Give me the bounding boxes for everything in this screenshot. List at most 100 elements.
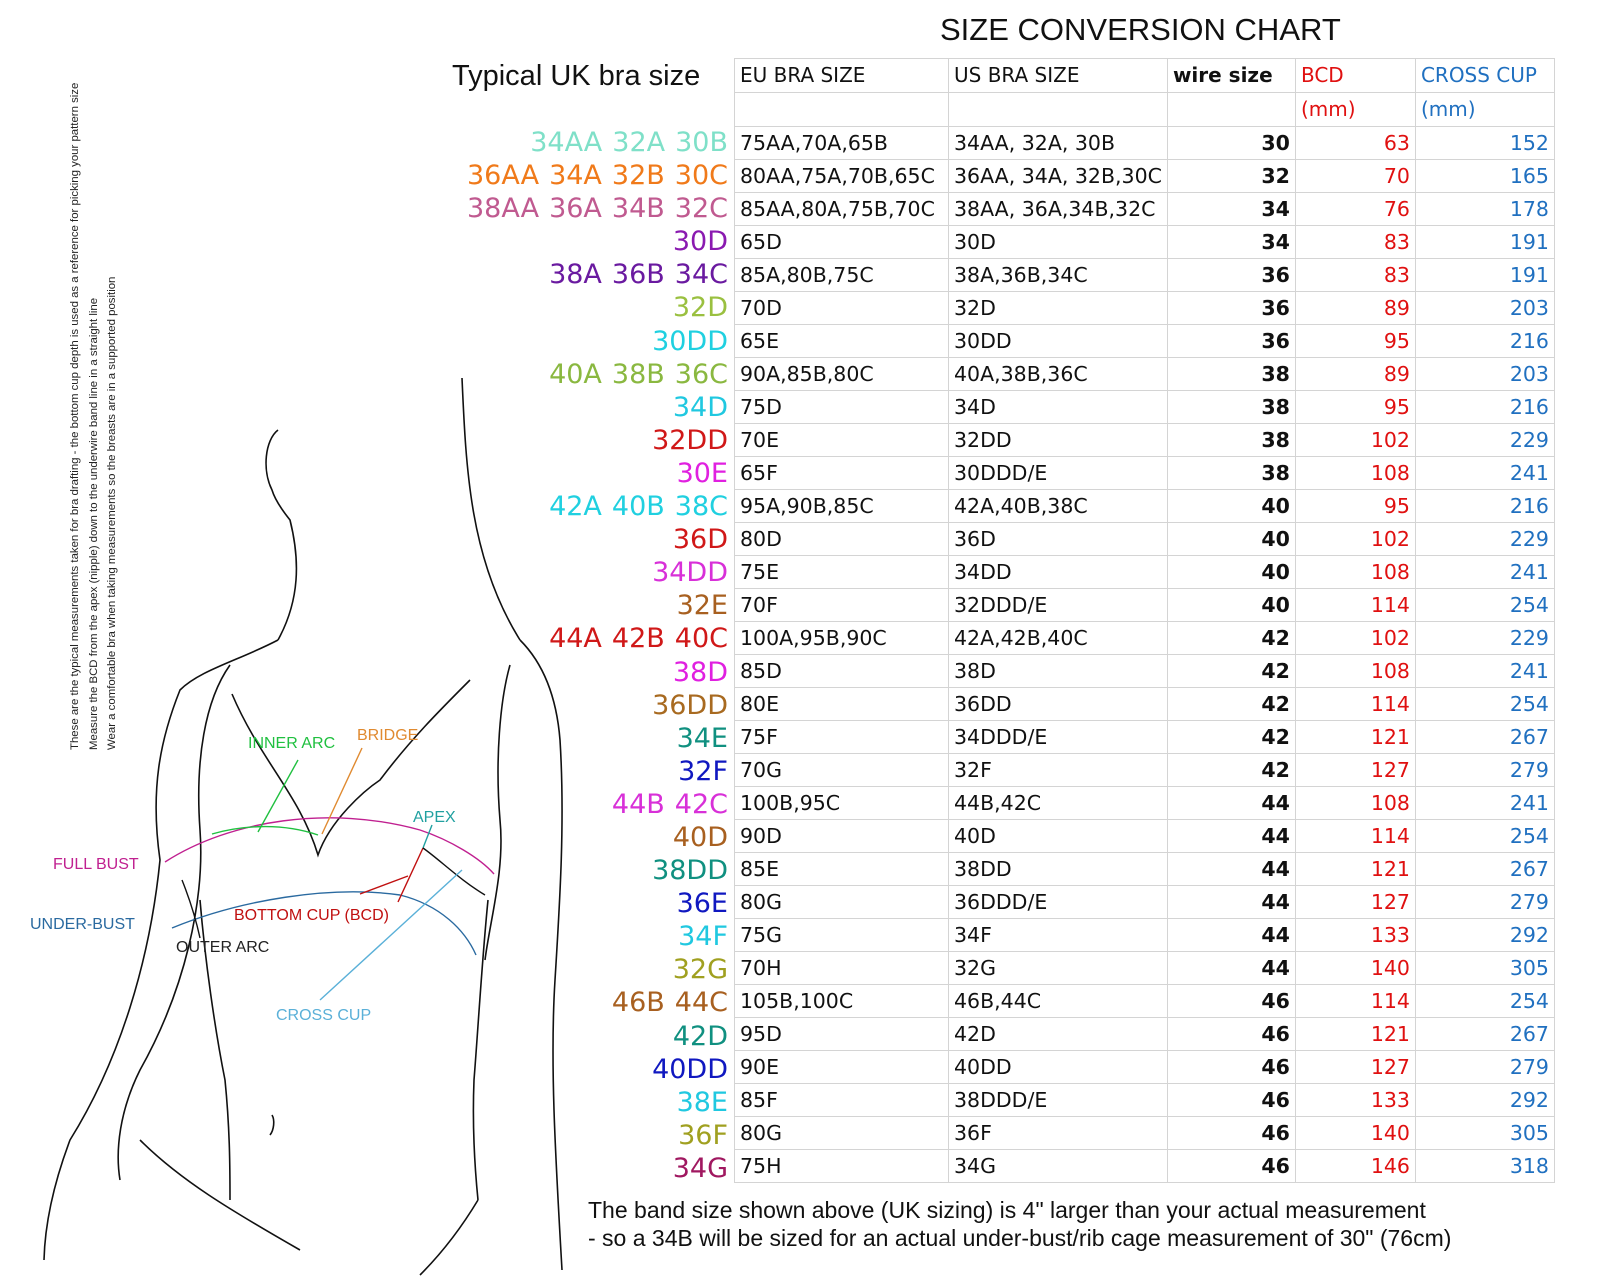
table-row: 65D 30D 34 83 191 (734, 225, 1555, 259)
uk-size-label: 40A (549, 358, 602, 390)
cross-cup-cell: 292 (1414, 918, 1555, 952)
table-row: 105B,100C 46B,44C 46 114 254 (734, 984, 1555, 1018)
table-row: 80G 36DDD/E 44 127 279 (734, 885, 1555, 919)
cross-cup-cell: 254 (1414, 819, 1555, 853)
outer-arc-line (422, 847, 486, 896)
cross-cup-cell: 216 (1414, 489, 1555, 523)
bottom-cup-pointer (359, 875, 409, 895)
wire-header: wire size (1166, 58, 1296, 93)
bcd-cell: 95 (1294, 489, 1416, 523)
us-size-cell: 38A,36B,34C (948, 258, 1168, 292)
page-title: SIZE CONVERSION CHART (940, 12, 1341, 47)
table-unit-row: (mm) (mm) (734, 92, 1555, 127)
uk-size-row: 34D (440, 391, 728, 424)
wire-size-cell: 38 (1166, 456, 1296, 490)
cross-cup-cell: 254 (1414, 687, 1555, 721)
bcd-cell: 114 (1294, 819, 1416, 853)
left-shoulder-outline (43, 639, 279, 1261)
bcd-cell: 102 (1294, 522, 1416, 556)
wire-size-cell: 34 (1166, 225, 1296, 259)
uk-size-label: 40DD (652, 1053, 728, 1085)
uk-size-label: 36E (676, 888, 728, 920)
uk-size-row: 40D (440, 821, 728, 854)
cross-cup-cell: 241 (1414, 456, 1555, 490)
cross-cup-cell: 229 (1414, 423, 1555, 457)
cross-cup-cell: 254 (1414, 588, 1555, 622)
eu-size-cell: 75H (734, 1149, 949, 1183)
uk-size-label: 30C (674, 160, 728, 192)
eu-size-cell: 100B,95C (734, 786, 949, 820)
eu-size-cell: 80G (734, 885, 949, 919)
eu-size-cell: 80G (734, 1116, 949, 1150)
inner-arc-line (211, 825, 319, 836)
us-size-cell: 40DD (948, 1050, 1168, 1084)
bcd-cell: 114 (1294, 687, 1416, 721)
empty-cell (734, 92, 949, 127)
wire-size-cell: 34 (1166, 192, 1296, 226)
us-size-cell: 44B,42C (948, 786, 1168, 820)
footer-line: The band size shown above (UK sizing) is… (588, 1197, 1426, 1223)
bcd-cell: 127 (1294, 753, 1416, 787)
us-size-cell: 42A,42B,40C (948, 621, 1168, 655)
uk-size-label: 42C (674, 788, 728, 820)
uk-size-row: 46B 44C (440, 986, 728, 1019)
cross-cup-cell: 203 (1414, 357, 1555, 391)
wire-size-cell: 30 (1166, 126, 1296, 160)
wire-size-cell: 38 (1166, 357, 1296, 391)
bcd-cell: 102 (1294, 621, 1416, 655)
footer-note: The band size shown above (UK sizing) is… (588, 1196, 1451, 1252)
cross-cup-cell: 191 (1414, 225, 1555, 259)
table-row: 85A,80B,75C 38A,36B,34C 36 83 191 (734, 258, 1555, 292)
cross-cup-line (319, 869, 463, 1001)
uk-size-label: 32C (674, 193, 728, 225)
uk-size-label: 34C (674, 259, 728, 291)
table-row: 95D 42D 46 121 267 (734, 1017, 1555, 1051)
table-row: 75E 34DD 40 108 241 (734, 555, 1555, 589)
wire-size-cell: 44 (1166, 786, 1296, 820)
cross-cup-cell: 241 (1414, 555, 1555, 589)
table-row: 85AA,80A,75B,70C 38AA, 36A,34B,32C 34 76 178 (734, 192, 1555, 226)
table-row: 80E 36DD 42 114 254 (734, 687, 1555, 721)
bcd-cell: 102 (1294, 423, 1416, 457)
table-row: 100B,95C 44B,42C 44 108 241 (734, 786, 1555, 820)
footer-line: - so a 34B will be sized for an actual u… (588, 1225, 1452, 1251)
cross-cup-cell: 279 (1414, 1050, 1555, 1084)
bcd-cell: 108 (1294, 555, 1416, 589)
cross-cup-cell: 152 (1414, 126, 1555, 160)
uk-size-row: 36AA 34A 32B 30C (440, 159, 728, 192)
uk-size-label: 32F (678, 755, 728, 787)
table-row: 95A,90B,85C 42A,40B,38C 40 95 216 (734, 489, 1555, 523)
wire-size-cell: 32 (1166, 159, 1296, 193)
table-row: 65F 30DDD/E 38 108 241 (734, 456, 1555, 490)
table-row: 90D 40D 44 114 254 (734, 819, 1555, 853)
uk-size-row: 32D (440, 291, 728, 324)
bcd-cell: 70 (1294, 159, 1416, 193)
table-row: 80G 36F 46 140 305 (734, 1116, 1555, 1150)
uk-size-header: Typical UK bra size (452, 60, 701, 92)
us-size-cell: 30DD (948, 324, 1168, 358)
cross-cup-cell: 305 (1414, 1116, 1555, 1150)
wire-size-cell: 46 (1166, 1116, 1296, 1150)
us-size-cell: 36D (948, 522, 1168, 556)
cross-cup-cell: 216 (1414, 390, 1555, 424)
table-row: 70H 32G 44 140 305 (734, 951, 1555, 985)
bcd-cell: 127 (1294, 1050, 1416, 1084)
uk-size-row: 36DD (440, 689, 728, 722)
table-row: 70D 32D 36 89 203 (734, 291, 1555, 325)
eu-size-cell: 85F (734, 1083, 949, 1117)
us-size-cell: 38DDD/E (948, 1083, 1168, 1117)
table-row: 100A,95B,90C 42A,42B,40C 42 102 229 (734, 621, 1555, 655)
under-bust-label: UNDER-BUST (30, 916, 135, 933)
wire-size-cell: 46 (1166, 1017, 1296, 1051)
uk-size-label: 36D (672, 524, 728, 556)
table-row: 90A,85B,80C 40A,38B,36C 38 89 203 (734, 357, 1555, 391)
uk-size-label: 32D (672, 292, 728, 324)
eu-size-cell: 70F (734, 588, 949, 622)
uk-size-row: 30DD (440, 325, 728, 358)
uk-size-label: 34DD (652, 557, 728, 589)
table-row: 85E 38DD 44 121 267 (734, 852, 1555, 886)
cross-cup-cell: 178 (1414, 192, 1555, 226)
uk-size-label: 36DD (652, 689, 728, 721)
eu-size-cell: 95A,90B,85C (734, 489, 949, 523)
